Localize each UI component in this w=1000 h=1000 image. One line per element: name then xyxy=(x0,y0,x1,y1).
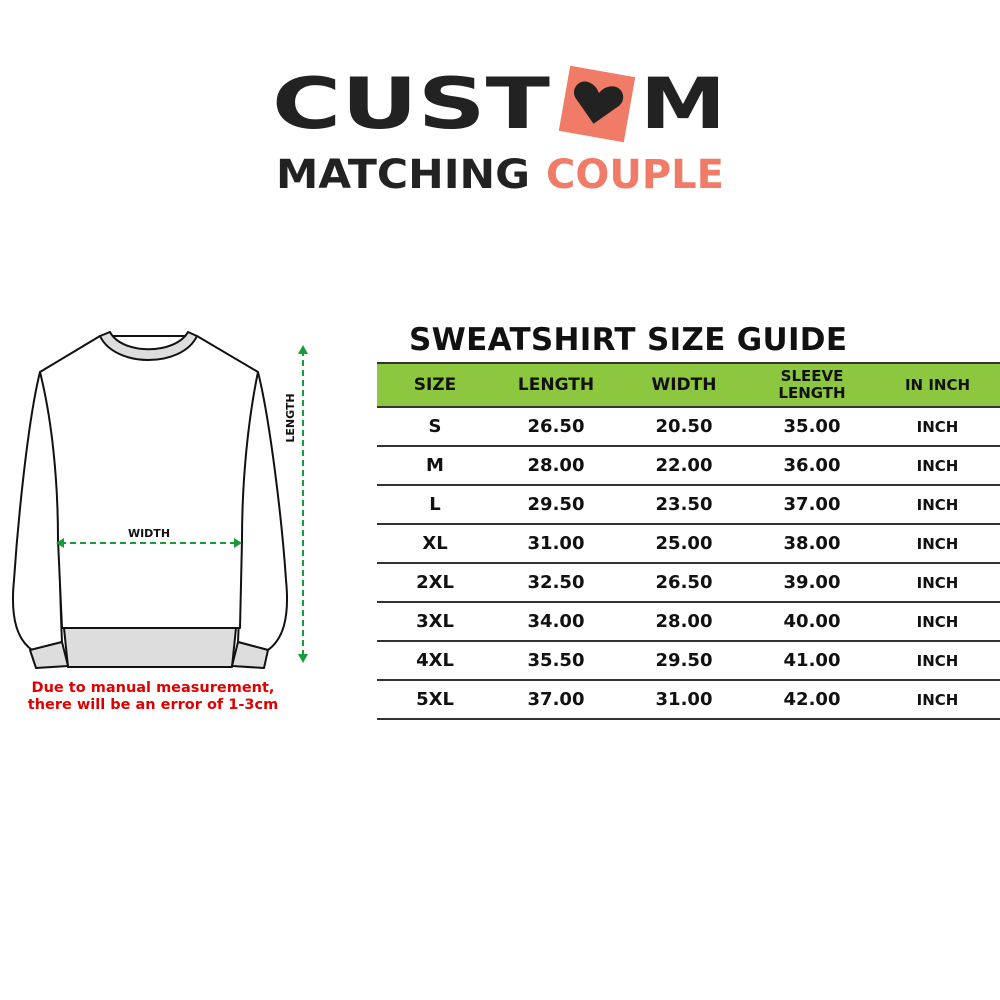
cell-size: 3XL xyxy=(377,602,493,642)
cell-width: 26.50 xyxy=(619,563,749,603)
cell-size: 4XL xyxy=(377,641,493,681)
arrow-head-icon xyxy=(298,345,308,354)
cell-width: 22.00 xyxy=(619,446,749,486)
cell-width: 28.00 xyxy=(619,602,749,642)
table-row: 2XL 32.50 26.50 39.00 INCH xyxy=(377,563,1000,603)
table-row: L 29.50 23.50 37.00 INCH xyxy=(377,485,1000,525)
cell-unit: INCH xyxy=(875,524,1000,564)
custom-matching-couple-logo: CUST M MATCHING COUPLE xyxy=(272,63,726,198)
table-row: S 26.50 20.50 35.00 INCH xyxy=(377,407,1000,447)
cell-length: 37.00 xyxy=(493,680,619,720)
length-label: LENGTH xyxy=(284,393,297,442)
cell-length: 31.00 xyxy=(493,524,619,564)
logo-cust: CUST xyxy=(272,63,550,145)
cell-length: 29.50 xyxy=(493,485,619,525)
header-sleeve-length-text: SLEEVE LENGTH xyxy=(778,367,846,402)
cell-sleeve-length: 42.00 xyxy=(749,680,875,720)
cell-unit: INCH xyxy=(875,602,1000,642)
cell-unit: INCH xyxy=(875,563,1000,603)
size-table: SIZE LENGTH WIDTH SLEEVE LENGTH IN INCH … xyxy=(377,362,1000,720)
cell-sleeve-length: 41.00 xyxy=(749,641,875,681)
cell-length: 28.00 xyxy=(493,446,619,486)
cell-width: 29.50 xyxy=(619,641,749,681)
cell-sleeve-length: 39.00 xyxy=(749,563,875,603)
header-length: LENGTH xyxy=(493,362,619,408)
cell-size: 2XL xyxy=(377,563,493,603)
cell-length: 26.50 xyxy=(493,407,619,447)
cell-width: 20.50 xyxy=(619,407,749,447)
cell-sleeve-length: 36.00 xyxy=(749,446,875,486)
cell-width: 23.50 xyxy=(619,485,749,525)
width-label: WIDTH xyxy=(128,527,170,540)
sweatshirt-diagram: WIDTH LENGTH xyxy=(12,331,308,669)
cell-size: L xyxy=(377,485,493,525)
table-body: S 26.50 20.50 35.00 INCH M 28.00 22.00 36.00 INCH… xyxy=(377,407,1000,720)
cell-unit: INCH xyxy=(875,485,1000,525)
table-header-row: SIZE LENGTH WIDTH SLEEVE LENGTH IN INCH xyxy=(377,362,1000,408)
cell-unit: INCH xyxy=(875,407,1000,447)
table-row: 3XL 34.00 28.00 40.00 INCH xyxy=(377,602,1000,642)
table-row: XL 31.00 25.00 38.00 INCH xyxy=(377,524,1000,564)
table-row: 5XL 37.00 31.00 42.00 INCH xyxy=(377,680,1000,720)
cell-unit: INCH xyxy=(875,680,1000,720)
header-in-inch: IN INCH xyxy=(875,362,1000,408)
size-guide-title: SWEATSHIRT SIZE GUIDE xyxy=(409,322,848,358)
note-line-2: there will be an error of 1-3cm xyxy=(27,697,279,713)
cell-sleeve-length: 38.00 xyxy=(749,524,875,564)
cell-sleeve-length: 37.00 xyxy=(749,485,875,525)
cell-sleeve-length: 40.00 xyxy=(749,602,875,642)
cell-sleeve-length: 35.00 xyxy=(749,407,875,447)
cell-width: 31.00 xyxy=(619,680,749,720)
table-row: 4XL 35.50 29.50 41.00 INCH xyxy=(377,641,1000,681)
cell-length: 32.50 xyxy=(493,563,619,603)
cell-size: M xyxy=(377,446,493,486)
cell-unit: INCH xyxy=(875,446,1000,486)
cell-length: 35.50 xyxy=(493,641,619,681)
cell-unit: INCH xyxy=(875,641,1000,681)
table-row: M 28.00 22.00 36.00 INCH xyxy=(377,446,1000,486)
measurement-disclaimer: Due to manual measurement, there will be… xyxy=(8,680,298,714)
header-size: SIZE xyxy=(377,362,493,408)
cell-size: XL xyxy=(377,524,493,564)
logo-m: M xyxy=(640,63,726,145)
header-width: WIDTH xyxy=(619,362,749,408)
logo-matching: MATCHING xyxy=(276,152,530,198)
cell-size: S xyxy=(377,407,493,447)
logo-couple: COUPLE xyxy=(546,152,724,198)
arrow-head-icon xyxy=(234,538,242,548)
arrow-head-icon xyxy=(298,654,308,663)
arrow-head-icon xyxy=(56,538,64,548)
note-line-1: Due to manual measurement, xyxy=(31,680,275,696)
cell-length: 34.00 xyxy=(493,602,619,642)
cell-size: 5XL xyxy=(377,680,493,720)
heart-square-icon xyxy=(558,65,636,143)
cell-width: 25.00 xyxy=(619,524,749,564)
header-sleeve-length: SLEEVE LENGTH xyxy=(749,362,875,408)
